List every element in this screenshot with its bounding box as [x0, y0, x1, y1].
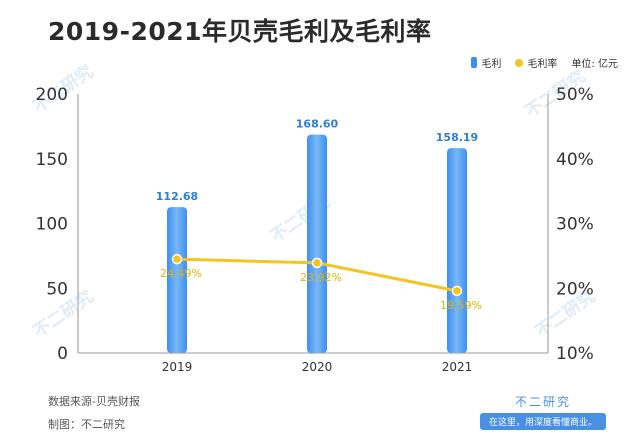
- legend-line-label: 毛利率: [527, 59, 558, 70]
- legend-item-bar: 毛利: [471, 55, 501, 70]
- bar: [167, 207, 187, 353]
- y-left-tick-label: 100: [36, 215, 68, 235]
- x-tick-label: 2021: [442, 360, 473, 374]
- brand-slogan: 在这里，用深度看懂商业。: [480, 413, 606, 430]
- brand-name: 不二研究: [514, 395, 571, 409]
- bar-value-label: 168.60: [296, 118, 339, 131]
- y-right-tick-label: 10%: [556, 344, 594, 364]
- y-left-tick-label: 0: [57, 344, 68, 364]
- chart-legend: 毛利 毛利率 单位: 亿元: [471, 55, 618, 70]
- line-value-label: 19.59%: [440, 299, 482, 312]
- bar-value-label: 158.19: [436, 131, 478, 144]
- legend-bar-label: 毛利: [481, 59, 502, 70]
- brand-logo: 不二研究 在这里，用深度看懂商业。: [480, 393, 606, 431]
- y-left-tick-label: 150: [36, 150, 68, 170]
- x-tick-label: 2019: [162, 360, 193, 374]
- data-source: 数据来源-贝壳财报: [48, 395, 140, 408]
- chart-title: 2019-2021年贝壳毛利及毛利率: [48, 17, 432, 46]
- legend-bar-swatch: [471, 57, 478, 68]
- x-tick-label: 2020: [302, 360, 333, 374]
- legend-item-line: 毛利率: [515, 55, 557, 70]
- line-value-label: 24.49%: [160, 267, 202, 280]
- y-right-tick-label: 30%: [556, 215, 594, 235]
- line-value-label: 23.92%: [300, 271, 342, 284]
- y-left-tick-label: 50: [46, 279, 68, 299]
- chart-maker: 制图：不二研究: [48, 418, 125, 431]
- line-point: [451, 285, 463, 297]
- unit-label: 单位: 亿元: [571, 59, 618, 70]
- y-left-tick-label: 200: [36, 85, 68, 105]
- legend-line-swatch: [515, 58, 524, 67]
- line-point: [311, 257, 323, 269]
- y-right-tick-label: 40%: [556, 150, 594, 170]
- line-point: [171, 253, 183, 265]
- y-right-tick-label: 20%: [556, 279, 594, 299]
- bar: [447, 148, 467, 353]
- bar: [307, 134, 327, 353]
- y-right-tick-label: 50%: [556, 85, 594, 105]
- bar-value-label: 112.68: [156, 190, 198, 203]
